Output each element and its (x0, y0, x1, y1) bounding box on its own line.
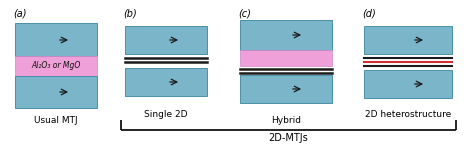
Text: (d): (d) (362, 8, 376, 18)
Bar (240, 50, 332, 66)
Bar (125, 68, 207, 96)
Bar (15, 56, 97, 76)
Text: (c): (c) (238, 8, 251, 18)
Bar (125, 26, 207, 54)
Text: Single 2D: Single 2D (144, 110, 188, 119)
Bar (364, 70, 452, 98)
Text: (b): (b) (123, 8, 137, 18)
Bar (15, 23, 97, 56)
Bar (364, 26, 452, 54)
Text: 2D heterostructure: 2D heterostructure (365, 110, 451, 119)
Text: (a): (a) (13, 8, 27, 18)
Text: 2D-MTJs: 2D-MTJs (269, 133, 309, 143)
Text: Al₂O₃ or MgO: Al₂O₃ or MgO (31, 61, 81, 71)
Bar (240, 20, 332, 50)
Bar (240, 75, 332, 103)
Text: Usual MTJ: Usual MTJ (34, 116, 78, 125)
Text: Hybrid: Hybrid (271, 116, 301, 125)
Bar (15, 76, 97, 108)
